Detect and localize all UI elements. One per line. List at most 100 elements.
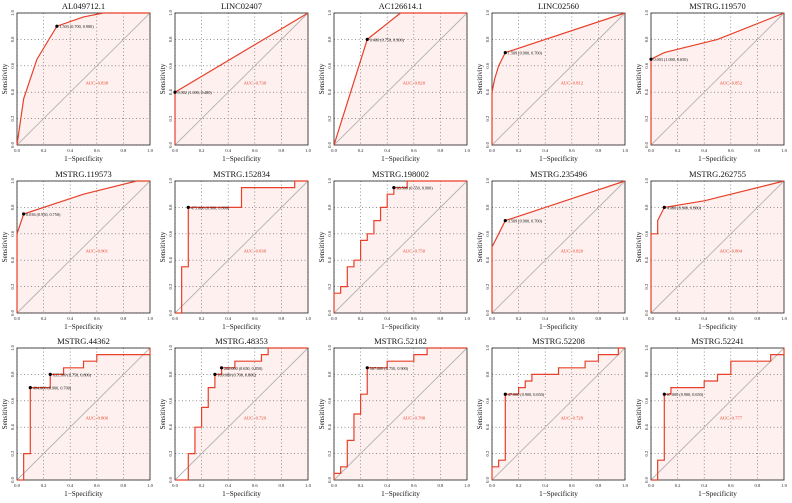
y-tick-label: 0.4 (485, 89, 490, 95)
y-tick-label: 0.0 (485, 309, 490, 315)
y-tick-label: 0.6 (485, 397, 490, 403)
x-tick-label: 0.6 (252, 148, 258, 153)
diagonal-reference (175, 12, 309, 146)
best-threshold-point (22, 211, 26, 216)
x-tick-label: 0.6 (728, 148, 734, 153)
x-tick-label: 0.4 (384, 316, 390, 321)
y-tick-label: 1.0 (168, 9, 173, 15)
x-tick-label: 1.0 (781, 483, 787, 488)
diagonal-reference (16, 347, 151, 481)
x-tick-label: 0.2 (199, 316, 205, 321)
x-tick-label: 0.4 (701, 148, 707, 153)
x-tick-label: 0.4 (384, 148, 390, 153)
y-tick-label: 0.8 (644, 371, 649, 377)
y-tick-label: 0.4 (485, 424, 490, 430)
y-tick-label: 0.2 (168, 115, 173, 121)
y-tick-label: 0.8 (168, 203, 173, 209)
roc-chart-11: MSTRG.44362 635.500 (0.750, 0.800) 484.000… (1, 336, 154, 498)
y-axis-label: Sensitivity (635, 231, 643, 262)
x-axis-label: 1−Specificity (64, 323, 103, 331)
y-tick-label: 0.6 (168, 62, 173, 68)
auc-label: AUC: 0.750 (402, 248, 425, 253)
y-tick-label: 0.4 (327, 89, 332, 95)
x-tick-label: 0.6 (411, 316, 417, 321)
best-threshold-point (220, 366, 224, 370)
x-tick-label: 0.6 (411, 148, 417, 153)
plot-frame (174, 180, 309, 313)
roc-curve (17, 348, 151, 481)
threshold-label: 484.000 (0.900, 0.700) (33, 386, 72, 392)
roc-curve (333, 179, 467, 313)
y-tick-label: 0.8 (10, 36, 15, 42)
y-tick-label: 0.8 (485, 371, 490, 377)
auc-label: AUC: 0.901 (86, 248, 109, 253)
chart-title: AC126614.1 (378, 1, 422, 11)
x-tick-label: 1.0 (306, 148, 312, 153)
x-axis-label: 1−Specificity (381, 323, 420, 331)
y-tick-label: 1.0 (327, 177, 332, 183)
y-tick-label: 0.6 (10, 62, 15, 68)
x-tick-label: 0.0 (173, 483, 179, 488)
x-axis-label: 1−Specificity (222, 490, 261, 498)
x-tick-label: 0.0 (331, 316, 337, 321)
x-tick-label: 0.6 (252, 316, 258, 321)
best-threshold-point (662, 205, 666, 209)
x-tick-label: 1.0 (306, 316, 312, 321)
x-tick-label: 0.2 (41, 148, 47, 153)
y-tick-label: 0.2 (485, 115, 490, 121)
auc-label: AUC: 0.820 (402, 80, 425, 85)
threshold-label: 567.000 (0.750, 0.900) (370, 366, 409, 372)
y-tick-label: 0.0 (327, 309, 332, 315)
y-axis-label: Sensitivity (318, 231, 326, 262)
y-axis-label: Sensitivity (635, 398, 643, 429)
y-tick-label: 0.2 (644, 450, 649, 456)
chart-title: MSTRG.152834 (213, 169, 271, 179)
roc-curve (16, 179, 150, 313)
x-tick-label: 0.4 (226, 316, 232, 321)
best-threshold-point (503, 51, 508, 55)
roc-chart-3: AC126614.1 0.400 (0.750, 0.900) AUC: 0.820… (318, 1, 471, 163)
best-threshold-point (392, 185, 396, 189)
y-tick-label: 0.0 (485, 141, 490, 147)
y-axis-label: Sensitivity (1, 231, 9, 262)
chart-title: MSTRG.52182 (374, 336, 427, 346)
y-tick-label: 0.2 (644, 115, 649, 121)
y-tick-label: 0.4 (168, 89, 173, 95)
threshold-label: 4.086 (0.900, 0.800) (666, 205, 701, 211)
y-tick-label: 0.8 (10, 371, 15, 377)
x-tick-label: 0.2 (674, 316, 680, 321)
roc-curve (491, 347, 626, 481)
roc-chart-6: MSTRG.119573 0.036 (0.950, 0.750) AUC: 0.9… (1, 169, 154, 331)
diagonal-reference (16, 12, 151, 146)
y-tick-label: 1.0 (485, 9, 490, 15)
chart-title: MSTRG.44362 (57, 336, 110, 346)
diagonal-reference (491, 180, 626, 313)
auc-label: AUC: 0.804 (719, 248, 742, 253)
x-tick-label: 0.8 (754, 316, 760, 321)
plot-frame (333, 347, 468, 481)
y-tick-label: 0.0 (168, 141, 173, 147)
threshold-label: 38.500 (0.550, 0.900) (396, 185, 433, 191)
threshold-label: 1.503 (0.700, 0.900) (59, 24, 94, 30)
y-tick-label: 0.8 (644, 203, 649, 209)
best-threshold-point (48, 372, 52, 377)
y-tick-label: 1.0 (644, 345, 649, 351)
y-tick-label: 0.0 (644, 477, 649, 483)
y-tick-label: 0.4 (10, 256, 15, 262)
threshold-label: 0.003 (1.000, 0.650) (653, 57, 688, 63)
x-axis-label: 1−Specificity (64, 155, 103, 163)
y-tick-label: 0.2 (644, 283, 649, 289)
y-tick-label: 0.2 (485, 283, 490, 289)
y-tick-label: 0.8 (485, 203, 490, 209)
x-axis-label: 1−Specificity (64, 490, 103, 498)
y-tick-label: 0.6 (168, 230, 173, 236)
plot-frame (16, 347, 151, 481)
x-tick-label: 1.0 (464, 148, 470, 153)
y-tick-label: 0.0 (485, 477, 490, 483)
threshold-label: 67.000 (0.900, 0.650) (666, 392, 703, 398)
x-tick-label: 0.8 (279, 483, 285, 488)
auc-label: AUC: 0.830 (244, 248, 267, 253)
x-tick-label: 1.0 (306, 483, 312, 488)
x-tick-label: 0.4 (67, 483, 73, 488)
y-tick-label: 1.0 (327, 9, 332, 15)
